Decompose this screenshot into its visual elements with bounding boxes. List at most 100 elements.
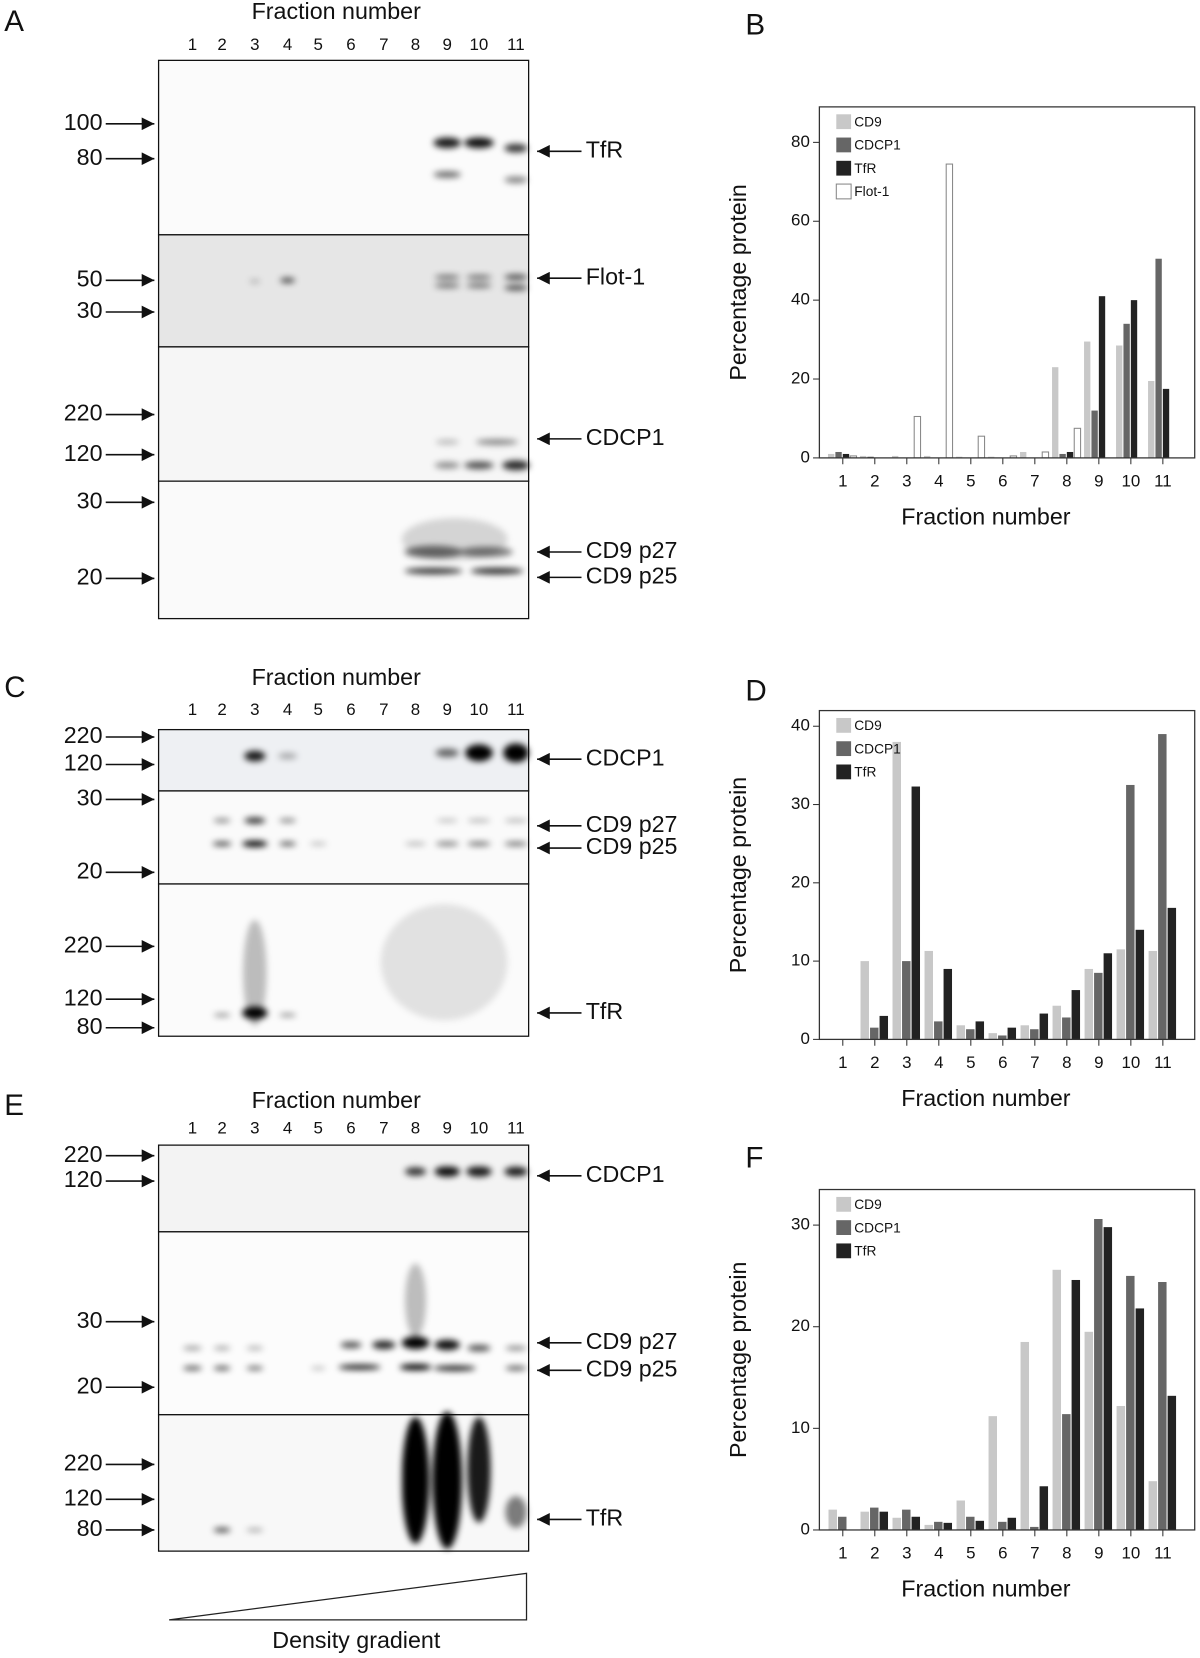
band: [434, 274, 460, 280]
x-tick-label: 8: [1062, 1544, 1071, 1563]
x-tick-label: 3: [902, 1053, 911, 1072]
lane-label: 4: [283, 1119, 292, 1138]
protein-label: CD9 p25: [586, 563, 678, 589]
bar: [1158, 1282, 1167, 1530]
protein-label: Flot-1: [586, 263, 645, 289]
band: [436, 818, 458, 823]
marker-label: 30: [77, 487, 103, 513]
band: [279, 818, 297, 823]
bar: [911, 1516, 921, 1530]
band: [470, 567, 524, 575]
x-tick-label: 3: [902, 472, 911, 491]
marker-label: 100: [64, 109, 103, 135]
bar: [1084, 1331, 1094, 1530]
band: [467, 841, 491, 846]
x-tick-label: 2: [870, 1053, 879, 1072]
band: [504, 1166, 528, 1177]
bar: [902, 961, 911, 1040]
lane-label: 10: [470, 700, 489, 719]
legend-swatch: [836, 1220, 852, 1235]
lane-label: 9: [443, 35, 452, 54]
blot-bands: [212, 743, 529, 1026]
bar: [892, 1517, 901, 1530]
lane-label: 11: [507, 35, 525, 54]
y-tick-label: 30: [791, 794, 810, 813]
blot-strip: [157, 1144, 530, 1233]
lane-label: 7: [379, 1119, 388, 1138]
bar: [988, 1033, 998, 1040]
band: [435, 439, 459, 445]
blot-strip: [157, 790, 530, 885]
band: [434, 1166, 460, 1177]
marker-label: 80: [77, 144, 103, 170]
legend-swatch: [836, 137, 852, 153]
bar: [1116, 949, 1126, 1040]
bar: [977, 435, 986, 459]
lane-label: 8: [411, 35, 420, 54]
protein-label: CD9 p27: [586, 537, 678, 563]
panel-letter: E: [4, 1089, 24, 1122]
lane-label: 8: [411, 1119, 420, 1138]
band: [182, 1346, 202, 1351]
marker-label: 220: [64, 400, 103, 426]
lane-label: 2: [217, 1119, 226, 1138]
band: [465, 744, 493, 762]
lane-label: 4: [283, 700, 292, 719]
band: [244, 750, 266, 762]
legend-swatch: [836, 741, 852, 757]
x-tick-label: 5: [966, 1053, 975, 1072]
marker-label: 50: [77, 265, 103, 291]
bar: [828, 1509, 837, 1530]
lane-label: 1: [188, 1119, 197, 1138]
band: [505, 1496, 527, 1528]
bar: [1130, 300, 1138, 458]
band: [243, 919, 267, 1026]
band: [380, 904, 508, 1021]
bar: [1155, 258, 1162, 458]
bar: [879, 1015, 889, 1040]
bar: [934, 1021, 943, 1040]
marker-label: 20: [77, 1372, 103, 1398]
band: [504, 143, 528, 153]
marker-label: 220: [64, 931, 103, 957]
bar: [966, 1029, 975, 1040]
bar: [934, 1521, 943, 1530]
bar: [838, 1516, 847, 1530]
bar: [1052, 367, 1059, 458]
band: [502, 460, 530, 471]
marker-label: 30: [77, 297, 103, 323]
band: [401, 1336, 430, 1350]
band: [505, 1366, 527, 1371]
x-tick-label: 5: [966, 472, 975, 491]
band: [279, 841, 297, 846]
band: [213, 1346, 231, 1351]
lane-label: 5: [314, 1119, 323, 1138]
band: [246, 1528, 264, 1532]
bar: [975, 1021, 985, 1040]
y-tick-label: 40: [791, 716, 810, 735]
y-tick-label: 10: [791, 951, 810, 970]
band: [467, 1416, 491, 1523]
band: [404, 1263, 427, 1338]
protein-label: CD9 p25: [586, 833, 678, 859]
lane-label: 3: [250, 35, 259, 54]
bar: [1123, 323, 1130, 458]
legend-label: TfR: [854, 161, 876, 176]
legend-swatch: [836, 1243, 852, 1259]
bar: [943, 968, 953, 1040]
bar: [1020, 1341, 1030, 1530]
x-tick-label: 6: [998, 1053, 1007, 1072]
x-tick-label: 11: [1154, 1544, 1172, 1563]
band: [433, 1365, 476, 1371]
protein-label: CD9 p27: [586, 811, 678, 837]
band: [338, 1364, 381, 1370]
protein-label: CDCP1: [586, 1161, 665, 1187]
x-tick-label: 10: [1121, 472, 1140, 491]
bar: [1071, 990, 1081, 1040]
y-axis-label: Percentage protein: [725, 777, 751, 973]
bar: [1066, 451, 1074, 458]
bar: [1062, 1414, 1071, 1530]
band: [213, 1013, 231, 1017]
marker-label: 30: [77, 1307, 103, 1333]
panel-letter: C: [4, 671, 25, 704]
